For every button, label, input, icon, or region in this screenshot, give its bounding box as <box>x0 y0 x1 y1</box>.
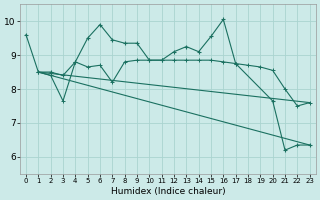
X-axis label: Humidex (Indice chaleur): Humidex (Indice chaleur) <box>110 187 225 196</box>
